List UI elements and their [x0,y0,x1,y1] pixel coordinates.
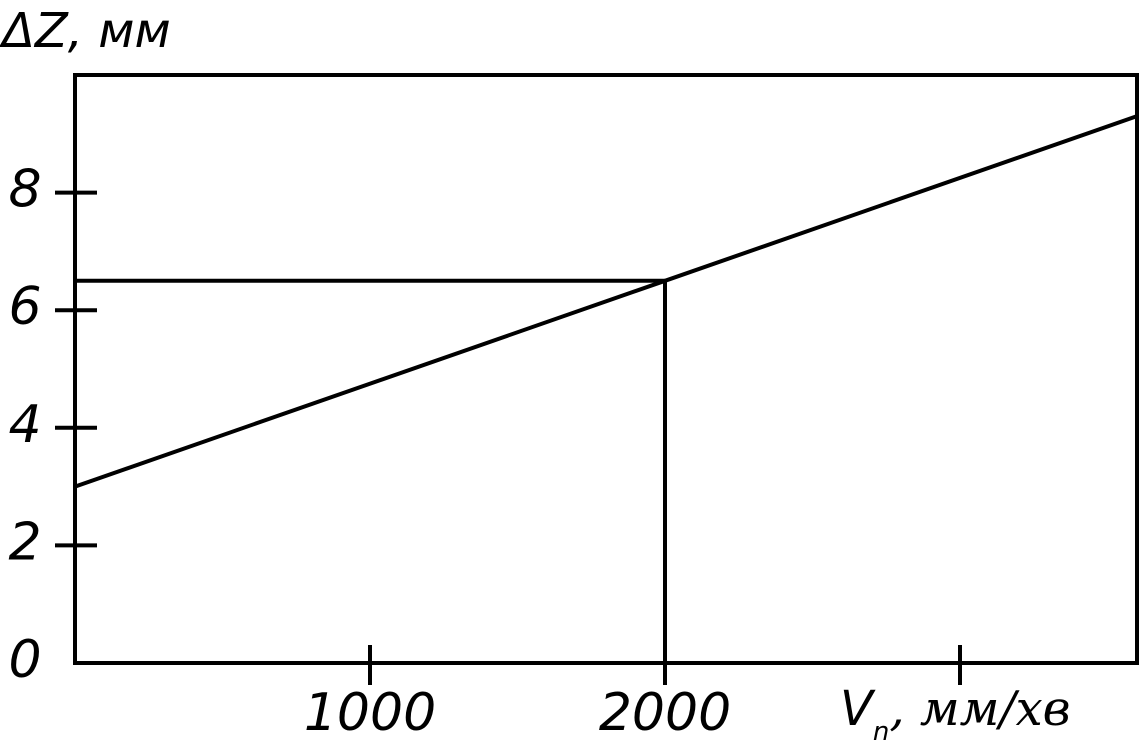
x-tick-label: 1000 [304,683,436,743]
x-axis-unit: , мм/хв [889,681,1070,737]
y-tick-label: 4 [8,395,41,455]
x-tick-label: 2000 [599,683,731,743]
x-axis-symbol: V [840,681,876,737]
y-axis-label: ΔZ, мм [0,3,171,59]
y-tick-label: 8 [8,160,41,220]
data-line [74,114,1138,489]
x-axis-label: Vn, мм/хв [840,681,1071,747]
y-tick-label: 2 [8,512,41,572]
y-tick-label: 6 [8,277,41,337]
x-axis-subscript: n [873,717,889,747]
plot-frame [73,73,1139,665]
guide-line [75,278,667,663]
y-tick-label: 0 [8,630,41,690]
